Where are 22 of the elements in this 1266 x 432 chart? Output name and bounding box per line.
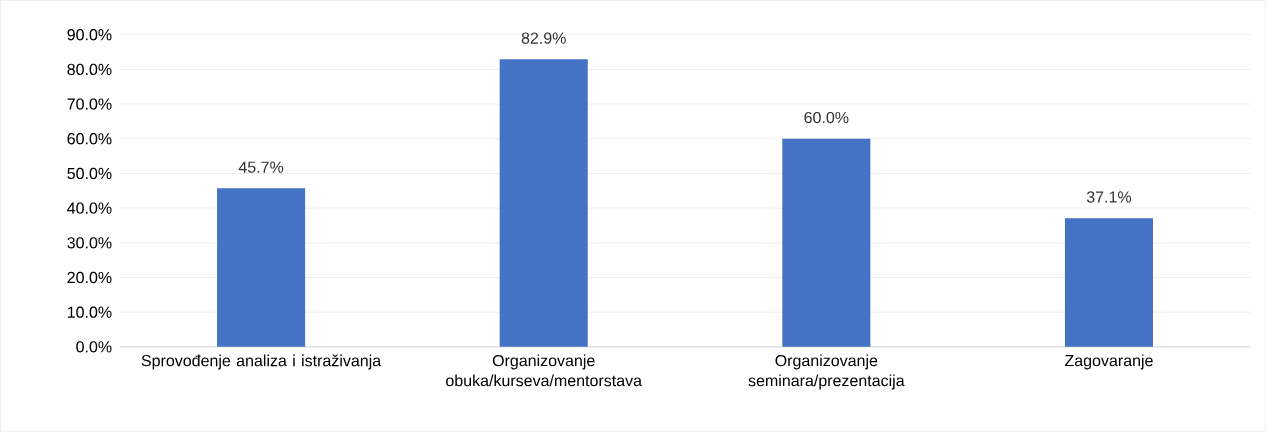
y-tick-label: 20.0%	[67, 272, 112, 284]
x-tick-label: Sprovođenje analiza i istraživanja	[141, 354, 382, 370]
y-tick-label: 90.0%	[67, 29, 112, 41]
bar	[1064, 218, 1153, 348]
bar	[217, 188, 306, 348]
y-tick-label: 50.0%	[67, 167, 112, 180]
y-tick-label: 60.0%	[67, 133, 112, 145]
y-tick-label: 30.0%	[67, 237, 112, 249]
x-tick-label: Organizovanje seminara/prezentacija	[748, 354, 905, 390]
y-tick-label: 0.0%	[76, 341, 112, 353]
bar	[499, 59, 588, 348]
y-tick-label: 80.0%	[67, 63, 112, 76]
x-tick-label: Zagovaranje	[1064, 354, 1153, 370]
y-tick-label: 40.0%	[67, 202, 112, 214]
x-tick-label: Organizovanje obuka/kurseva/mentorstava	[446, 354, 643, 387]
bar	[782, 138, 871, 348]
y-tick-label: 10.0%	[67, 306, 112, 319]
data-label: 45.7%	[238, 161, 284, 174]
data-label: 37.1%	[1086, 191, 1132, 203]
data-label: 60.0%	[804, 112, 849, 124]
data-label: 82.9%	[521, 32, 566, 44]
y-tick-label: 70.0%	[67, 98, 112, 110]
